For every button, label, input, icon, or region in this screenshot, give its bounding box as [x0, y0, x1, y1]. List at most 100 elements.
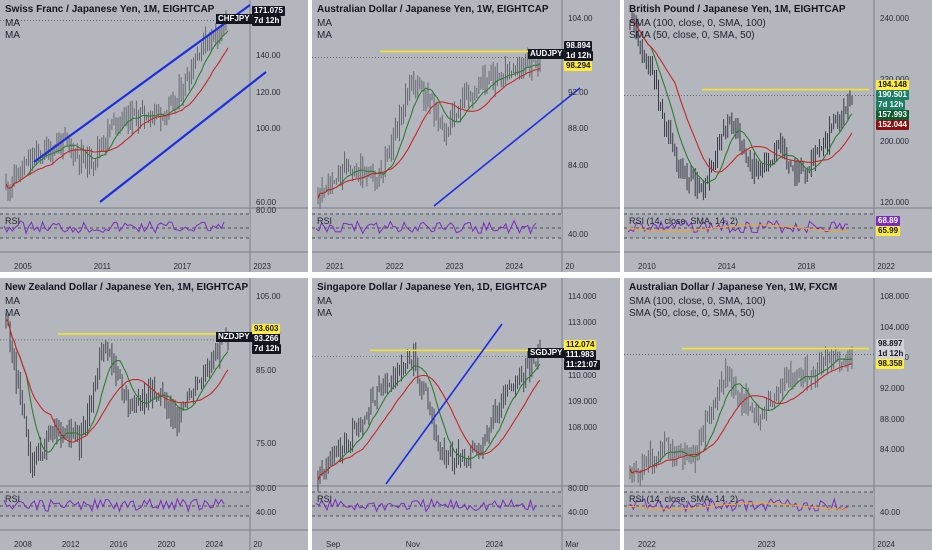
y-tick-label: 84.00 [568, 161, 589, 171]
chart-panel-audjpy[interactable]: Australian Dollar / Japanese Yen, 1W, EI… [312, 0, 620, 272]
rsi-ma-line [627, 502, 848, 510]
y-tick-label: 105.00 [256, 292, 281, 301]
x-tick-label: 2023 [445, 262, 464, 271]
ma-slow-line [629, 20, 853, 173]
lower-channel-line [99, 71, 267, 203]
rsi-label: RSI [5, 216, 21, 226]
price-tag: 98.897 [876, 338, 905, 349]
indicator-label: SMA (50, close, 0, SMA, 50) [629, 308, 755, 319]
y-tick-label: 120.00 [256, 87, 281, 97]
chart-canvas [312, 0, 620, 272]
indicator-label: SMA (50, close, 0, SMA, 50) [629, 30, 755, 41]
trend-line [385, 323, 503, 485]
x-tick-label: 2024 [485, 540, 504, 549]
indicator-label: MA [5, 296, 20, 307]
x-tick-label: 2005 [14, 262, 32, 271]
y-tick-label: 109.000 [568, 397, 597, 407]
chart-title: Australian Dollar / Japanese Yen, 1W, FX… [629, 282, 838, 293]
rsi-line [3, 220, 225, 235]
price-tag: 7d 12h [252, 16, 282, 26]
y-tick-label: 240.000 [880, 14, 909, 23]
price-tag: 152.044 [876, 119, 909, 130]
ma-fast-line [629, 20, 853, 184]
x-tick-label: 2016 [109, 540, 128, 549]
x-tick-label: 20 [253, 540, 263, 549]
chart-panel-gbpjpy[interactable]: British Pound / Japanese Yen, 1M, EIGHTC… [624, 0, 932, 272]
rsi-label: RSI (14, close, SMA, 14, 2) [629, 494, 739, 504]
x-tick-label: 2021 [326, 262, 344, 271]
chart-title: Australian Dollar / Japanese Yen, 1W, EI… [317, 4, 549, 15]
y-tick-label: 40.00 [880, 508, 901, 517]
y-tick-label: 84.000 [880, 445, 905, 455]
rsi-line [627, 497, 849, 513]
indicator-label: MA [5, 30, 20, 41]
symbol-badge: SGDJPY [528, 348, 565, 359]
price-tag: 157.993 [876, 109, 909, 120]
x-tick-label: 2023 [253, 262, 271, 271]
price-tag: 112.074 [564, 340, 597, 351]
upper-channel-line [33, 4, 251, 163]
x-tick-label: Nov [405, 540, 420, 549]
price-tag: 7d 12h [876, 99, 906, 110]
indicator-label: SMA (100, close, 0, SMA, 100) [629, 18, 766, 29]
y-tick-label: 88.000 [880, 414, 905, 424]
y-tick-label: 110.000 [568, 370, 597, 380]
ma-slow-line [629, 363, 853, 475]
rsi-line [3, 497, 225, 513]
y-tick-label: 40.00 [256, 508, 277, 517]
rsi-label: RSI [5, 494, 21, 504]
y-tick-label: 104.00 [568, 14, 593, 23]
ma-fast-line [629, 358, 853, 475]
chart-panel-chfjpy[interactable]: Swiss Franc / Japanese Yen, 1M, EIGHTCAP… [0, 0, 308, 272]
x-tick-label: 2011 [93, 262, 111, 271]
rsi-band [624, 214, 874, 238]
rsi-line [315, 497, 537, 513]
ma-fast-line [317, 363, 541, 481]
price-tag: 11:21:07 [564, 360, 600, 371]
price-tag: 93.266 [252, 333, 281, 344]
y-tick-label: 108.000 [568, 423, 597, 433]
rsi-band [0, 492, 250, 516]
chart-title: British Pound / Japanese Yen, 1M, EIGHTC… [629, 4, 846, 15]
y-tick-label: 104.000 [880, 322, 909, 332]
price-tag: 111.983 [564, 350, 597, 361]
chart-panel-sgdjpy[interactable]: Singapore Dollar / Japanese Yen, 1D, EIG… [312, 278, 620, 550]
y-tick-label: 85.00 [256, 365, 277, 375]
rsi-value-tag: 68.89 [876, 216, 901, 226]
x-tick-label: 2024 [205, 540, 224, 549]
chart-panel-audjpy_fxcm[interactable]: Australian Dollar / Japanese Yen, 1W, FX… [624, 278, 932, 550]
x-tick-label: 2022 [385, 262, 404, 271]
ma-slow-line [317, 374, 541, 481]
indicator-label: MA [317, 308, 332, 319]
price-tag: 194.148 [876, 79, 909, 90]
ma-slow-line [317, 67, 541, 199]
price-tag: 98.358 [876, 358, 905, 369]
rsi-line [315, 219, 537, 235]
y-tick-label: 80.00 [256, 484, 277, 493]
chart-panel-nzdjpy[interactable]: New Zealand Dollar / Japanese Yen, 1M, E… [0, 278, 308, 550]
indicator-label: MA [317, 18, 332, 29]
price-tag: 98.294 [564, 61, 593, 72]
rsi-band [312, 492, 562, 516]
y-tick-label: 88.00 [568, 124, 589, 134]
y-tick-label: 200.000 [880, 136, 909, 146]
x-tick-label: 2022 [877, 262, 895, 271]
y-tick-label: 92.00 [568, 87, 589, 97]
x-tick-label: 2020 [157, 540, 176, 549]
chart-canvas [0, 0, 308, 272]
price-tag: 98.894 [564, 41, 593, 52]
chart-canvas [0, 278, 308, 550]
ma-slow-line [5, 47, 229, 189]
y-tick-label: 108.000 [880, 292, 909, 301]
chart-title: Swiss Franc / Japanese Yen, 1M, EIGHTCAP [5, 4, 215, 15]
chart-title: New Zealand Dollar / Japanese Yen, 1M, E… [5, 282, 249, 293]
x-tick-label: 2010 [638, 262, 656, 271]
x-tick-label: 2023 [757, 540, 776, 549]
indicator-label: MA [5, 18, 20, 29]
symbol-badge: NZDJPY [216, 331, 252, 342]
rsi-value-tag: 65.99 [876, 226, 901, 236]
symbol-badge: AUDJPY [528, 49, 565, 60]
rsi-band [312, 214, 562, 238]
price-tag: 7d 12h [252, 343, 282, 354]
x-tick-label: 2024 [877, 540, 895, 549]
